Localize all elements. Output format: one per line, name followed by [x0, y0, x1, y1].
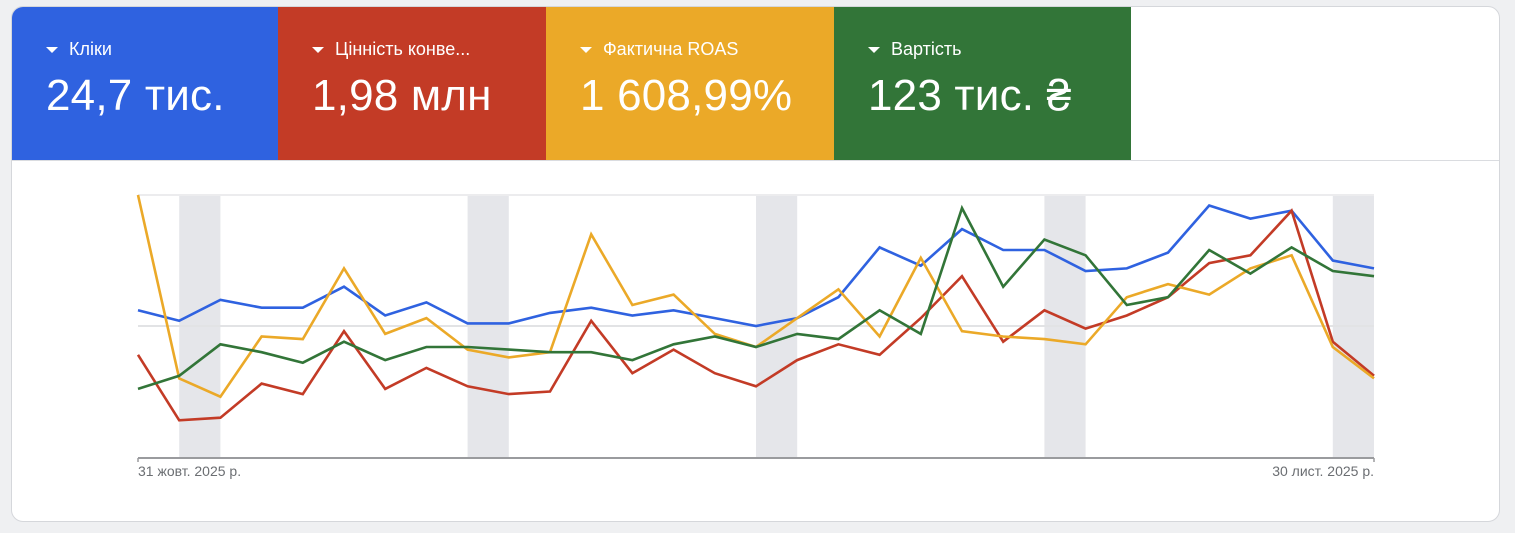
scorecard-value: 1 608,99% [580, 71, 793, 120]
scorecard-label: Цінність конве... [335, 38, 471, 59]
performance-line-chart[interactable]: 31 жовт. 2025 р. 30 лист. 2025 р. [12, 161, 1499, 521]
series-line-1 [137, 204, 1375, 328]
scorecard-label: Кліки [69, 38, 112, 59]
scorecard-value: 1,98 млн [312, 71, 492, 120]
dropdown-caret-icon[interactable] [46, 46, 58, 53]
scorecard-cost[interactable]: Вартість 123 тис. ₴ [834, 7, 1131, 160]
x-axis-start-label: 31 жовт. 2025 р. [138, 463, 242, 479]
scorecard-label: Вартість [891, 38, 962, 59]
dropdown-caret-icon[interactable] [868, 46, 880, 53]
chart-plot[interactable] [12, 161, 1500, 521]
scorecard-conversion-value[interactable]: Цінність конве... 1,98 млн [278, 7, 546, 160]
dropdown-caret-icon[interactable] [312, 46, 324, 53]
scorecard-row: Кліки 24,7 тис. Цінність конве... 1,98 м… [12, 7, 1499, 161]
scorecard-clicks[interactable]: Кліки 24,7 тис. [12, 7, 278, 160]
dropdown-caret-icon[interactable] [580, 46, 592, 53]
scorecard-label: Фактична ROAS [603, 38, 739, 59]
scorecard-value: 24,7 тис. [46, 71, 225, 120]
x-axis-end-label: 30 лист. 2025 р. [1272, 463, 1374, 479]
series-line-4 [137, 204, 1375, 391]
performance-card: Кліки 24,7 тис. Цінність конве... 1,98 м… [11, 6, 1500, 522]
scorecard-roas[interactable]: Фактична ROAS 1 608,99% [546, 7, 834, 160]
scorecard-value: 123 тис. ₴ [868, 71, 1072, 120]
